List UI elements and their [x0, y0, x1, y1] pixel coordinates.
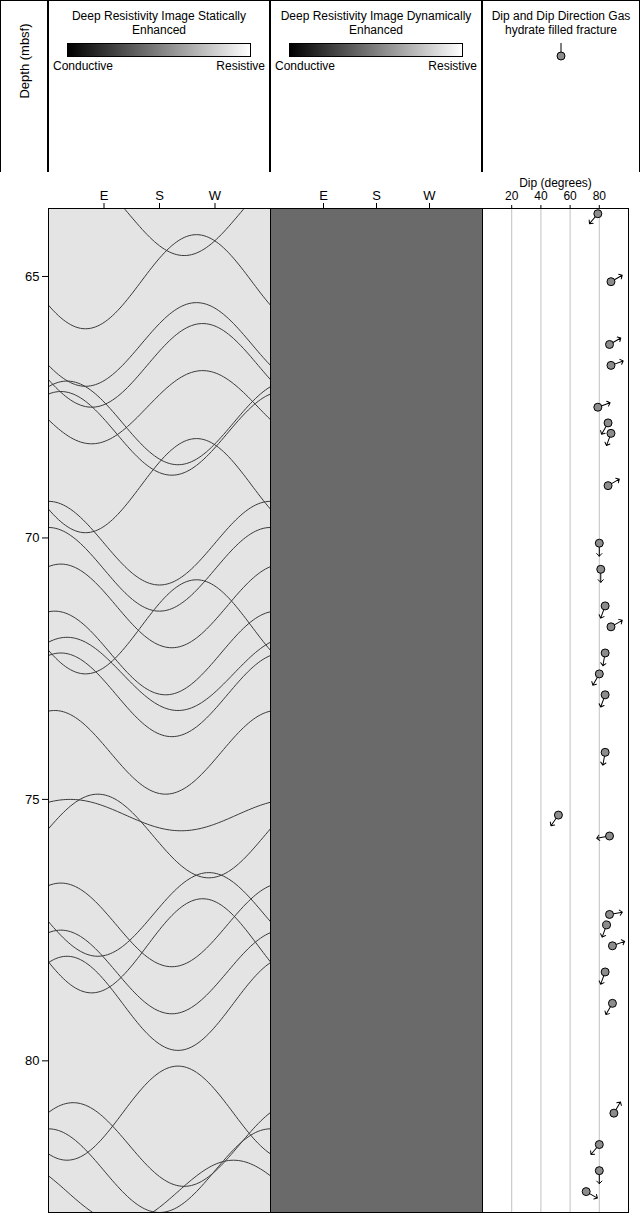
svg-text:E: E [100, 188, 109, 203]
svg-text:40: 40 [534, 189, 548, 203]
svg-text:80: 80 [593, 189, 607, 203]
svg-text:60: 60 [563, 189, 577, 203]
svg-text:80: 80 [25, 1053, 39, 1068]
svg-text:S: S [372, 188, 381, 203]
html-text:Deep Resistivity Image Statica: Deep Resistivity Image Statically Enhanc… [72, 9, 246, 37]
svg-text:W: W [209, 188, 222, 203]
html-text:Depth (mbsf): Depth (mbsf) [16, 23, 32, 99]
html-text:Resistive: Resistive [428, 59, 477, 73]
html-text:Dip and Dip Direction Gas hydr: Dip and Dip Direction Gas hydrate filled… [491, 9, 631, 37]
html-text:Conductive: Conductive [53, 59, 113, 73]
svg-text:70: 70 [25, 530, 39, 545]
svg-text:65: 65 [25, 269, 39, 284]
svg-text:E: E [319, 188, 328, 203]
html-text:Conductive: Conductive [275, 59, 335, 73]
svg-text:W: W [423, 188, 436, 203]
svg-text:Dip (degrees): Dip (degrees) [519, 176, 592, 190]
svg-text:75: 75 [25, 792, 39, 807]
svg-text:S: S [155, 188, 164, 203]
svg-text:20: 20 [505, 189, 519, 203]
html-text:Resistive: Resistive [216, 59, 265, 73]
html-text:Deep Resistivity Image Dynamic: Deep Resistivity Image Dynamically Enhan… [280, 9, 472, 37]
